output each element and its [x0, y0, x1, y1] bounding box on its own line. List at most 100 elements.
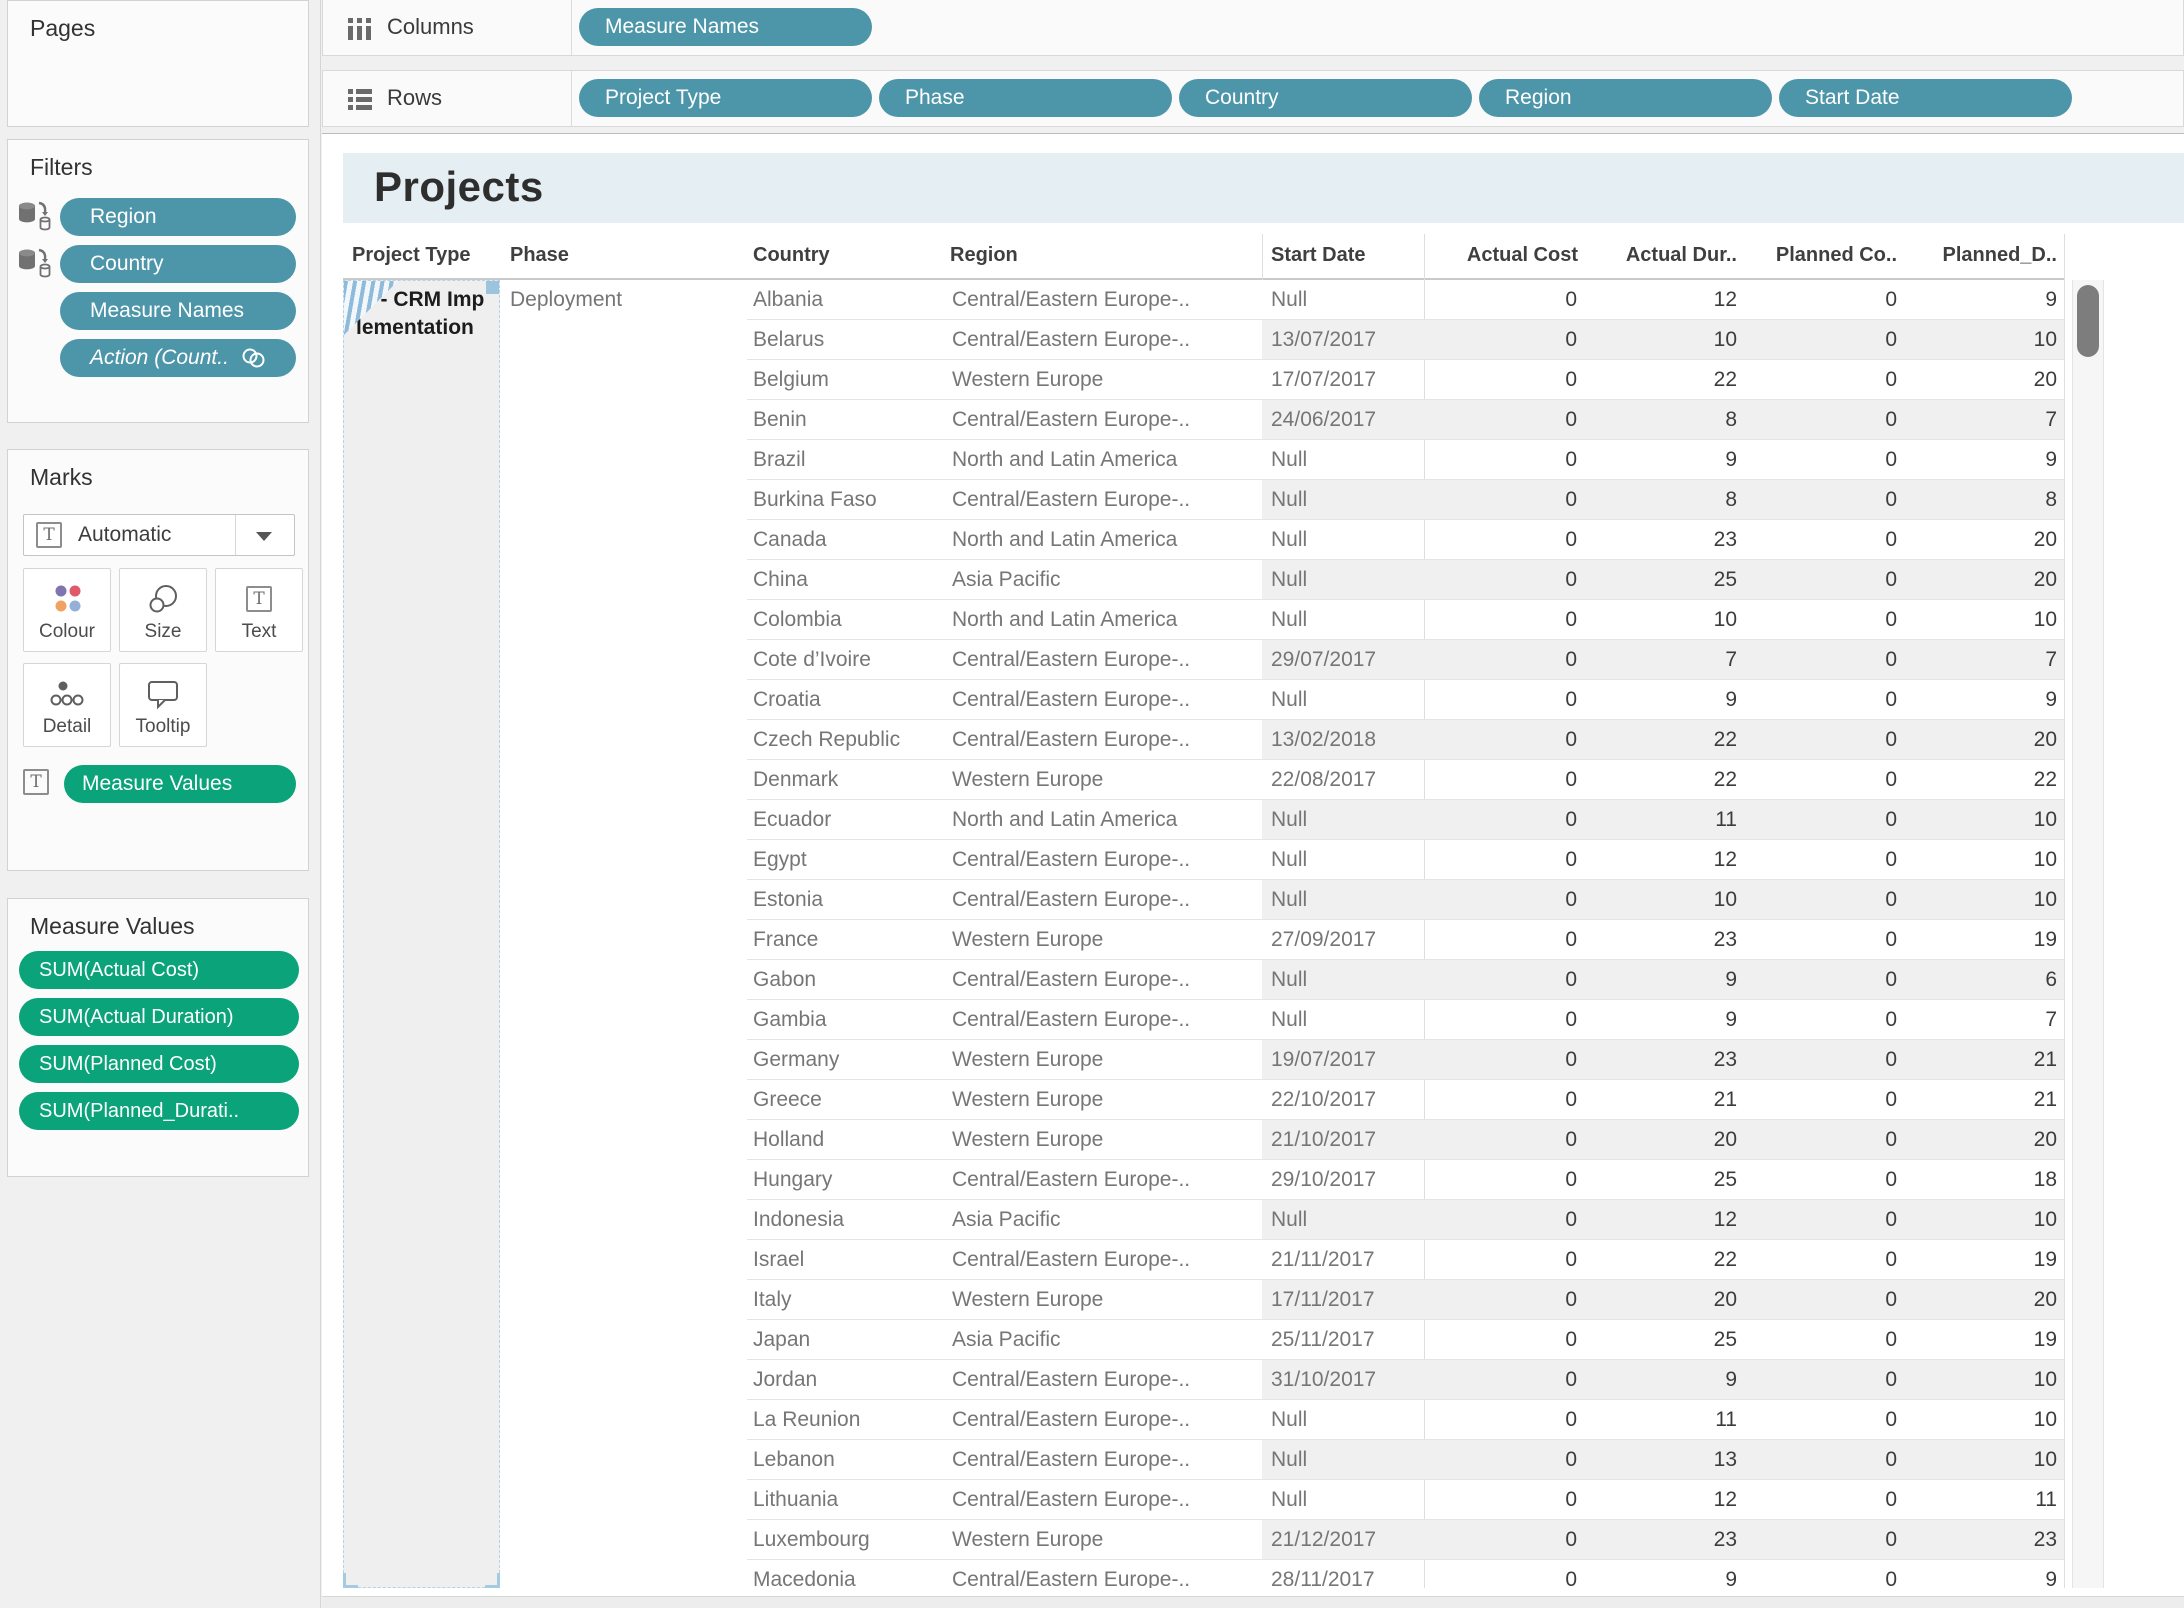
actual-cost-cell[interactable]: 0 — [1565, 848, 1577, 871]
actual-duration-cell[interactable]: 22 — [1584, 720, 1744, 760]
actual-cost-cell[interactable]: 0 — [1565, 528, 1577, 551]
actual-cost-cell[interactable]: 0 — [1424, 800, 1584, 840]
planned-duration-cell[interactable]: 10 — [1904, 1200, 2064, 1240]
planned-cost-cell[interactable]: 0 — [1744, 960, 1904, 1000]
planned-cost-cell[interactable]: 0 — [1885, 928, 1897, 951]
planned-duration-cell[interactable]: 9 — [2045, 288, 2057, 311]
start-date-cell[interactable]: Null — [1262, 1440, 1424, 1480]
filter-pill-measure-names[interactable]: Measure Names — [60, 292, 296, 330]
start-date-cell[interactable]: Null — [1271, 1008, 1308, 1031]
region-cell[interactable]: Central/Eastern Europe-.. — [952, 968, 1191, 991]
planned-cost-cell[interactable]: 0 — [1744, 320, 1904, 360]
country-cell[interactable]: Croatia — [753, 688, 821, 711]
actual-cost-cell[interactable]: 0 — [1424, 880, 1584, 920]
planned-duration-cell[interactable]: 7 — [1904, 400, 2064, 440]
planned-duration-cell[interactable]: 10 — [2033, 1408, 2057, 1431]
country-cell[interactable]: Greece — [753, 1088, 822, 1111]
actual-cost-cell[interactable]: 0 — [1565, 1488, 1577, 1511]
region-cell[interactable]: Central/Eastern Europe-.. — [952, 488, 1191, 511]
actual-cost-cell[interactable]: 0 — [1565, 1168, 1577, 1191]
column-header-project-type[interactable]: Project Type — [352, 244, 471, 266]
start-date-cell[interactable]: 28/11/2017 — [1271, 1568, 1375, 1588]
planned-cost-cell[interactable]: 0 — [1744, 1440, 1904, 1480]
planned-duration-cell[interactable]: 20 — [1904, 720, 2064, 760]
actual-cost-cell[interactable]: 0 — [1565, 1408, 1577, 1431]
start-date-cell[interactable]: 13/02/2018 — [1262, 720, 1424, 760]
start-date-cell[interactable]: 17/07/2017 — [1271, 368, 1377, 391]
planned-cost-cell[interactable]: 0 — [1744, 400, 1904, 440]
actual-cost-cell[interactable]: 0 — [1565, 1088, 1577, 1111]
planned-duration-cell[interactable]: 10 — [1904, 800, 2064, 840]
region-cell[interactable]: North and Latin America — [952, 608, 1178, 631]
start-date-cell[interactable]: 29/07/2017 — [1262, 640, 1424, 680]
actual-duration-cell[interactable]: 9 — [1725, 448, 1737, 471]
planned-duration-cell[interactable]: 22 — [2033, 768, 2057, 791]
country-cell[interactable]: Israel — [753, 1248, 805, 1271]
planned-cost-cell[interactable]: 0 — [1885, 448, 1897, 471]
region-cell[interactable]: Asia Pacific — [952, 1328, 1061, 1351]
region-cell[interactable]: Central/Eastern Europe-.. — [952, 848, 1191, 871]
text-button[interactable]: T Text — [215, 568, 303, 652]
actual-duration-cell[interactable]: 9 — [1725, 1568, 1737, 1588]
planned-duration-cell[interactable]: 7 — [2045, 1008, 2057, 1031]
actual-cost-cell[interactable]: 0 — [1424, 320, 1584, 360]
start-date-cell[interactable]: Null — [1262, 960, 1424, 1000]
planned-duration-cell[interactable]: 20 — [2033, 528, 2057, 551]
actual-cost-cell[interactable]: 0 — [1565, 448, 1577, 471]
actual-duration-cell[interactable]: 8 — [1584, 400, 1744, 440]
start-date-cell[interactable]: 31/10/2017 — [1262, 1360, 1424, 1400]
planned-duration-cell[interactable]: 8 — [1904, 480, 2064, 520]
start-date-cell[interactable]: Null — [1271, 688, 1308, 711]
country-cell[interactable]: Holland — [753, 1128, 825, 1151]
start-date-cell[interactable]: Null — [1271, 528, 1308, 551]
country-cell[interactable]: Lithuania — [753, 1488, 839, 1511]
start-date-cell[interactable]: Null — [1271, 288, 1308, 311]
mark-type-dropdown[interactable]: T Automatic — [23, 514, 295, 556]
planned-duration-cell[interactable]: 23 — [1904, 1520, 2064, 1560]
actual-duration-cell[interactable]: 10 — [1584, 320, 1744, 360]
region-cell[interactable]: Central/Eastern Europe-.. — [952, 1448, 1191, 1471]
actual-duration-cell[interactable]: 9 — [1725, 1008, 1737, 1031]
region-cell[interactable]: Central/Eastern Europe-.. — [952, 288, 1191, 311]
country-cell[interactable]: Luxembourg — [753, 1528, 870, 1551]
actual-cost-cell[interactable]: 0 — [1565, 608, 1577, 631]
start-date-cell[interactable]: 22/08/2017 — [1271, 768, 1377, 791]
start-date-cell[interactable]: 17/11/2017 — [1262, 1280, 1424, 1320]
detail-button[interactable]: Detail — [23, 663, 111, 747]
actual-cost-cell[interactable]: 0 — [1424, 400, 1584, 440]
filter-pill-country[interactable]: Country — [60, 245, 296, 283]
planned-cost-cell[interactable]: 0 — [1885, 1488, 1897, 1511]
planned-cost-cell[interactable]: 0 — [1744, 880, 1904, 920]
planned-cost-cell[interactable]: 0 — [1744, 1120, 1904, 1160]
region-cell[interactable]: Western Europe — [952, 1088, 1104, 1111]
region-cell[interactable]: Central/Eastern Europe-.. — [952, 1488, 1191, 1511]
column-header-actual-cost[interactable]: Actual Cost — [1466, 244, 1578, 266]
planned-duration-cell[interactable]: 20 — [1904, 560, 2064, 600]
actual-duration-cell[interactable]: 21 — [1713, 1088, 1737, 1111]
country-cell[interactable]: Gabon — [753, 968, 817, 991]
region-cell[interactable]: Western Europe — [952, 928, 1104, 951]
start-date-cell[interactable]: Null — [1262, 880, 1424, 920]
start-date-cell[interactable]: Null — [1271, 448, 1308, 471]
actual-duration-cell[interactable]: 23 — [1584, 1520, 1744, 1560]
filter-pill-action[interactable]: Action (Count.. — [60, 339, 296, 377]
actual-duration-cell[interactable]: 25 — [1713, 1328, 1737, 1351]
planned-cost-cell[interactable]: 0 — [1885, 848, 1897, 871]
planned-cost-cell[interactable]: 0 — [1744, 1200, 1904, 1240]
region-cell[interactable]: Central/Eastern Europe-.. — [952, 1568, 1191, 1588]
planned-cost-cell[interactable]: 0 — [1744, 1040, 1904, 1080]
actual-cost-cell[interactable]: 0 — [1424, 1440, 1584, 1480]
actual-duration-cell[interactable]: 20 — [1584, 1280, 1744, 1320]
actual-duration-cell[interactable]: 12 — [1713, 288, 1737, 311]
country-cell[interactable]: Jordan — [753, 1368, 818, 1391]
planned-duration-cell[interactable]: 20 — [1904, 1120, 2064, 1160]
planned-cost-cell[interactable]: 0 — [1744, 1360, 1904, 1400]
region-cell[interactable]: North and Latin America — [952, 528, 1178, 551]
measure-values-encoding-pill[interactable]: Measure Values — [64, 765, 296, 803]
region-cell[interactable]: Western Europe — [952, 368, 1104, 391]
country-cell[interactable]: Egypt — [753, 848, 807, 871]
planned-cost-cell[interactable]: 0 — [1885, 1088, 1897, 1111]
country-cell[interactable]: Burkina Faso — [753, 488, 877, 511]
actual-duration-cell[interactable]: 8 — [1584, 480, 1744, 520]
actual-cost-cell[interactable]: 0 — [1565, 688, 1577, 711]
